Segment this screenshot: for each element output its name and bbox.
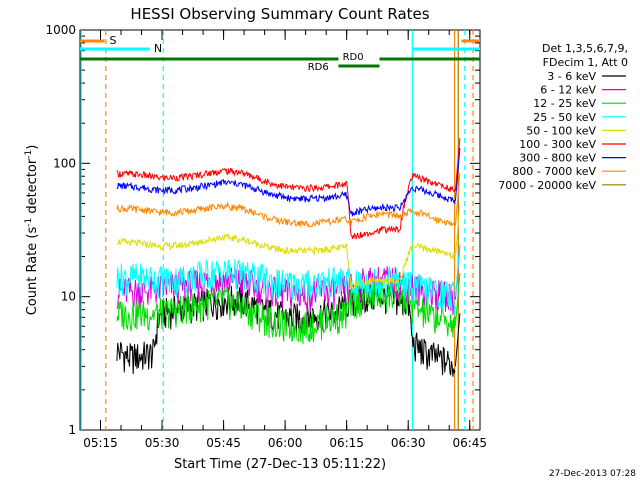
series-line-2 [116,281,456,344]
rd0-bar-label: RD0 [343,52,364,63]
y-axis-label-sup1: -1 [24,218,34,227]
legend-entry-label: 300 - 800 keV [519,152,596,165]
series-line-5 [116,167,456,240]
y-axis-label-mid: detector [25,158,40,218]
y-axis-label-sup2: -1 [24,150,34,159]
y-axis-label: Count Rate (s-1 detector-1) [24,145,40,316]
status-bars: S N RD0 RD6 [80,34,480,73]
saa-bar-label: S [110,34,117,47]
y-axis: 1 10 100 1000 [45,23,480,437]
x-tick-label: 05:15 [83,436,118,450]
legend-entry-label: 6 - 12 keV [540,84,596,97]
y-axis-label-main: Count Rate (s [25,227,40,316]
legend-entry-label: 25 - 50 keV [533,111,596,124]
legend-title-2: FDecim 1, Att 0 [543,56,628,69]
series-end-spike [454,273,461,327]
chart-title: HESSI Observing Summary Count Rates [130,5,429,23]
rd6-bar-label: RD6 [308,62,329,73]
legend-entry-label: 800 - 7000 keV [512,165,596,178]
y-axis-label-end: ) [25,145,40,150]
series-end-spike [454,203,461,257]
footer-date: 27-Dec-2013 07:28 [549,469,636,479]
y-tick-label: 1000 [45,23,76,37]
series-line-7 [116,201,456,228]
series-end-spike [454,243,461,297]
x-axis-label: Start Time (27-Dec-13 05:11:22) [174,457,386,472]
legend-entry-label: 12 - 25 keV [533,97,596,110]
series-line-3 [116,258,456,316]
night-bar-label: N [154,42,162,55]
legend-entry-label: 50 - 100 keV [526,124,596,137]
y-tick-label: 100 [53,156,76,170]
legend: Det 1,3,5,6,7,9,FDecim 1, Att 03 - 6 keV… [498,42,628,192]
x-tick-label: 05:45 [206,436,241,450]
series-line-0 [116,282,456,377]
y-tick-label: 10 [61,290,76,304]
x-tick-label: 05:30 [145,436,180,450]
x-axis: 05:15 05:30 05:45 06:00 06:15 06:30 06:45 [79,30,487,450]
series-end-spike [454,137,461,192]
legend-entry-label: 7000 - 20000 keV [498,179,596,192]
plot-frame [79,29,481,431]
series-end-spike [454,148,461,202]
legend-entry-label: 3 - 6 keV [547,70,596,83]
legend-title-1: Det 1,3,5,6,7,9, [542,42,628,55]
y-tick-label: 1 [68,423,76,437]
x-tick-label: 06:00 [268,436,303,450]
series-end-spike [454,313,461,367]
series-line-6 [116,178,456,217]
x-tick-label: 06:45 [452,436,487,450]
legend-entry-label: 100 - 300 keV [519,138,596,151]
event-lines [80,30,474,430]
x-tick-label: 06:30 [391,436,426,450]
series-group [116,137,461,377]
series-line-4 [116,233,456,290]
series-end-spike [454,172,461,226]
x-tick-label: 06:15 [329,436,364,450]
